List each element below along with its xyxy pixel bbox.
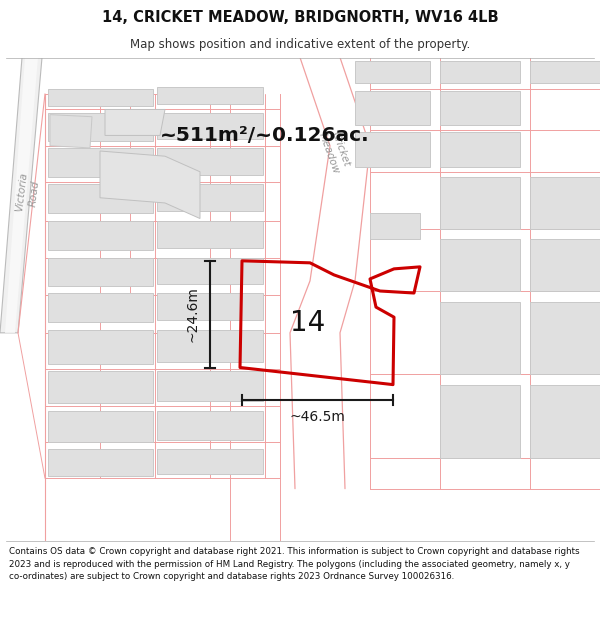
Text: 14: 14 [290,309,325,337]
Polygon shape [157,411,263,440]
Polygon shape [157,293,263,321]
Polygon shape [355,91,430,125]
Polygon shape [100,151,200,219]
Polygon shape [48,184,153,213]
Polygon shape [48,411,153,442]
Polygon shape [440,302,520,374]
Polygon shape [530,239,600,291]
Polygon shape [48,371,153,404]
Polygon shape [0,58,600,541]
Polygon shape [48,112,153,141]
Text: Map shows position and indicative extent of the property.: Map shows position and indicative extent… [130,38,470,51]
Polygon shape [530,385,600,458]
Polygon shape [157,258,263,284]
Polygon shape [440,239,520,291]
Polygon shape [157,184,263,211]
Polygon shape [355,132,430,167]
Text: ~46.5m: ~46.5m [290,410,346,424]
Text: 14, CRICKET MEADOW, BRIDGNORTH, WV16 4LB: 14, CRICKET MEADOW, BRIDGNORTH, WV16 4LB [101,10,499,25]
Polygon shape [48,449,153,476]
Polygon shape [48,258,153,286]
Polygon shape [48,148,153,177]
Polygon shape [157,371,263,401]
Text: ~511m²/~0.126ac.: ~511m²/~0.126ac. [160,126,370,145]
Polygon shape [440,385,520,458]
Polygon shape [530,61,600,84]
Polygon shape [0,58,42,333]
Polygon shape [105,109,165,136]
Polygon shape [157,449,263,474]
Polygon shape [5,58,38,333]
Text: ~24.6m: ~24.6m [186,286,200,342]
Text: Victoria
Road: Victoria Road [14,171,41,214]
Polygon shape [157,112,263,139]
Polygon shape [48,330,153,364]
Polygon shape [440,91,520,125]
Polygon shape [440,61,520,84]
Polygon shape [370,213,420,239]
Polygon shape [530,302,600,374]
Polygon shape [440,132,520,167]
Polygon shape [50,114,92,148]
Polygon shape [157,330,263,362]
Polygon shape [48,293,153,322]
Polygon shape [48,89,153,106]
Text: Contains OS data © Crown copyright and database right 2021. This information is : Contains OS data © Crown copyright and d… [9,548,580,581]
Polygon shape [48,221,153,250]
Polygon shape [440,177,520,229]
Text: Cricket
Meadow: Cricket Meadow [317,127,353,175]
Polygon shape [530,177,600,229]
Polygon shape [157,221,263,248]
Polygon shape [355,61,430,84]
Polygon shape [157,87,263,104]
Polygon shape [157,148,263,175]
